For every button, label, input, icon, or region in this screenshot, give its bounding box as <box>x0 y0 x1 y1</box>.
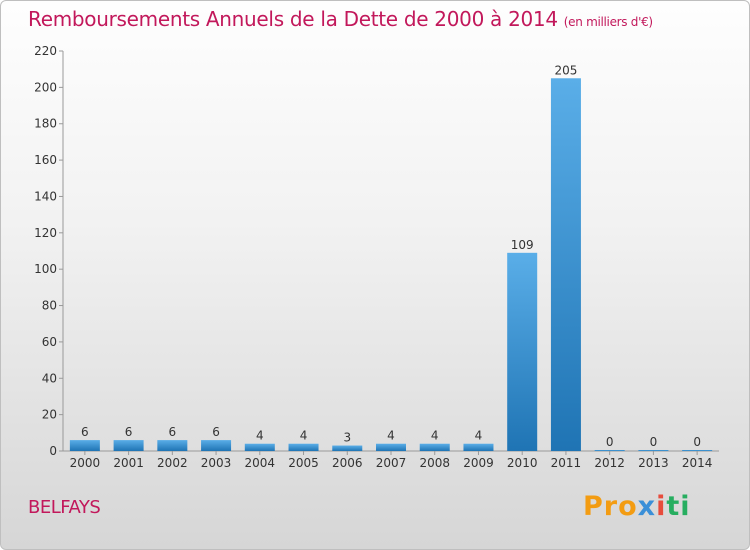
x-tick-label: 2012 <box>594 456 625 470</box>
data-label-2014: 0 <box>693 435 701 449</box>
data-label-2007: 4 <box>387 429 395 443</box>
y-tick-label: 0 <box>49 444 57 458</box>
x-tick-label: 2004 <box>245 456 276 470</box>
data-label-2002: 6 <box>169 425 177 439</box>
x-tick-label: 2009 <box>463 456 494 470</box>
y-tick-label: 140 <box>34 189 57 203</box>
data-label-2000: 6 <box>81 425 89 439</box>
y-tick-label: 60 <box>42 335 57 349</box>
y-tick-label: 100 <box>34 262 57 276</box>
data-labels: 6 6 6 6 4 4 3 4 4 4 109 205 0 0 0 <box>81 63 701 449</box>
y-tick-label: 220 <box>34 44 57 58</box>
x-tick-label: 2011 <box>551 456 582 470</box>
data-label-2006: 3 <box>343 431 351 445</box>
data-label-2012: 0 <box>606 435 614 449</box>
data-label-2001: 6 <box>125 425 133 439</box>
data-label-2009: 4 <box>475 429 483 443</box>
data-label-2013: 0 <box>650 435 658 449</box>
bar-2006 <box>332 445 363 451</box>
bar-2013 <box>638 450 669 451</box>
bar-2014 <box>682 450 713 451</box>
data-label-2004: 4 <box>256 429 264 443</box>
bar-2005 <box>288 443 319 451</box>
x-tick-label: 2014 <box>682 456 713 470</box>
bar-2009 <box>463 443 494 451</box>
bar-2012 <box>594 450 625 451</box>
data-label-2010: 109 <box>511 238 534 252</box>
y-tick-label: 180 <box>34 117 57 131</box>
bar-2010 <box>507 252 538 451</box>
bar-2001 <box>113 440 144 451</box>
proxiti-logo: Proxiti <box>583 491 691 522</box>
y-tick-label: 20 <box>42 408 57 422</box>
bar-2007 <box>376 443 406 451</box>
y-tick-label: 160 <box>34 153 57 167</box>
y-tick-label: 200 <box>34 80 57 94</box>
data-label-2008: 4 <box>431 429 439 443</box>
bars <box>69 78 713 451</box>
y-tick-label: 80 <box>42 299 57 313</box>
x-tick-label: 2007 <box>376 456 407 470</box>
bar-2003 <box>201 440 232 451</box>
data-label-2005: 4 <box>300 429 308 443</box>
y-tick-label: 40 <box>42 371 57 385</box>
bar-2008 <box>419 443 450 451</box>
x-tick-label: 2006 <box>332 456 363 470</box>
x-tick-label: 2002 <box>157 456 188 470</box>
x-tick-label: 2008 <box>419 456 450 470</box>
x-tick-label: 2000 <box>70 456 101 470</box>
bar-2004 <box>244 443 275 451</box>
x-tick-label: 2010 <box>507 456 538 470</box>
chart-title-text: Remboursements Annuels de la Dette de 20… <box>28 7 558 31</box>
commune-name: BELFAYS <box>28 497 101 518</box>
x-tick-label: 2013 <box>638 456 669 470</box>
bar-2011 <box>550 78 581 451</box>
chart-title: Remboursements Annuels de la Dette de 20… <box>28 7 653 31</box>
x-tick-label: 2001 <box>113 456 144 470</box>
x-tick-label: 2005 <box>288 456 319 470</box>
data-label-2011: 205 <box>554 63 577 77</box>
chart-unit: (en milliers d'€) <box>563 15 653 29</box>
bar-2002 <box>157 440 188 451</box>
data-label-2003: 6 <box>212 425 220 439</box>
bar-2000 <box>69 440 100 451</box>
y-tick-label: 120 <box>34 226 57 240</box>
x-tick-label: 2003 <box>201 456 232 470</box>
